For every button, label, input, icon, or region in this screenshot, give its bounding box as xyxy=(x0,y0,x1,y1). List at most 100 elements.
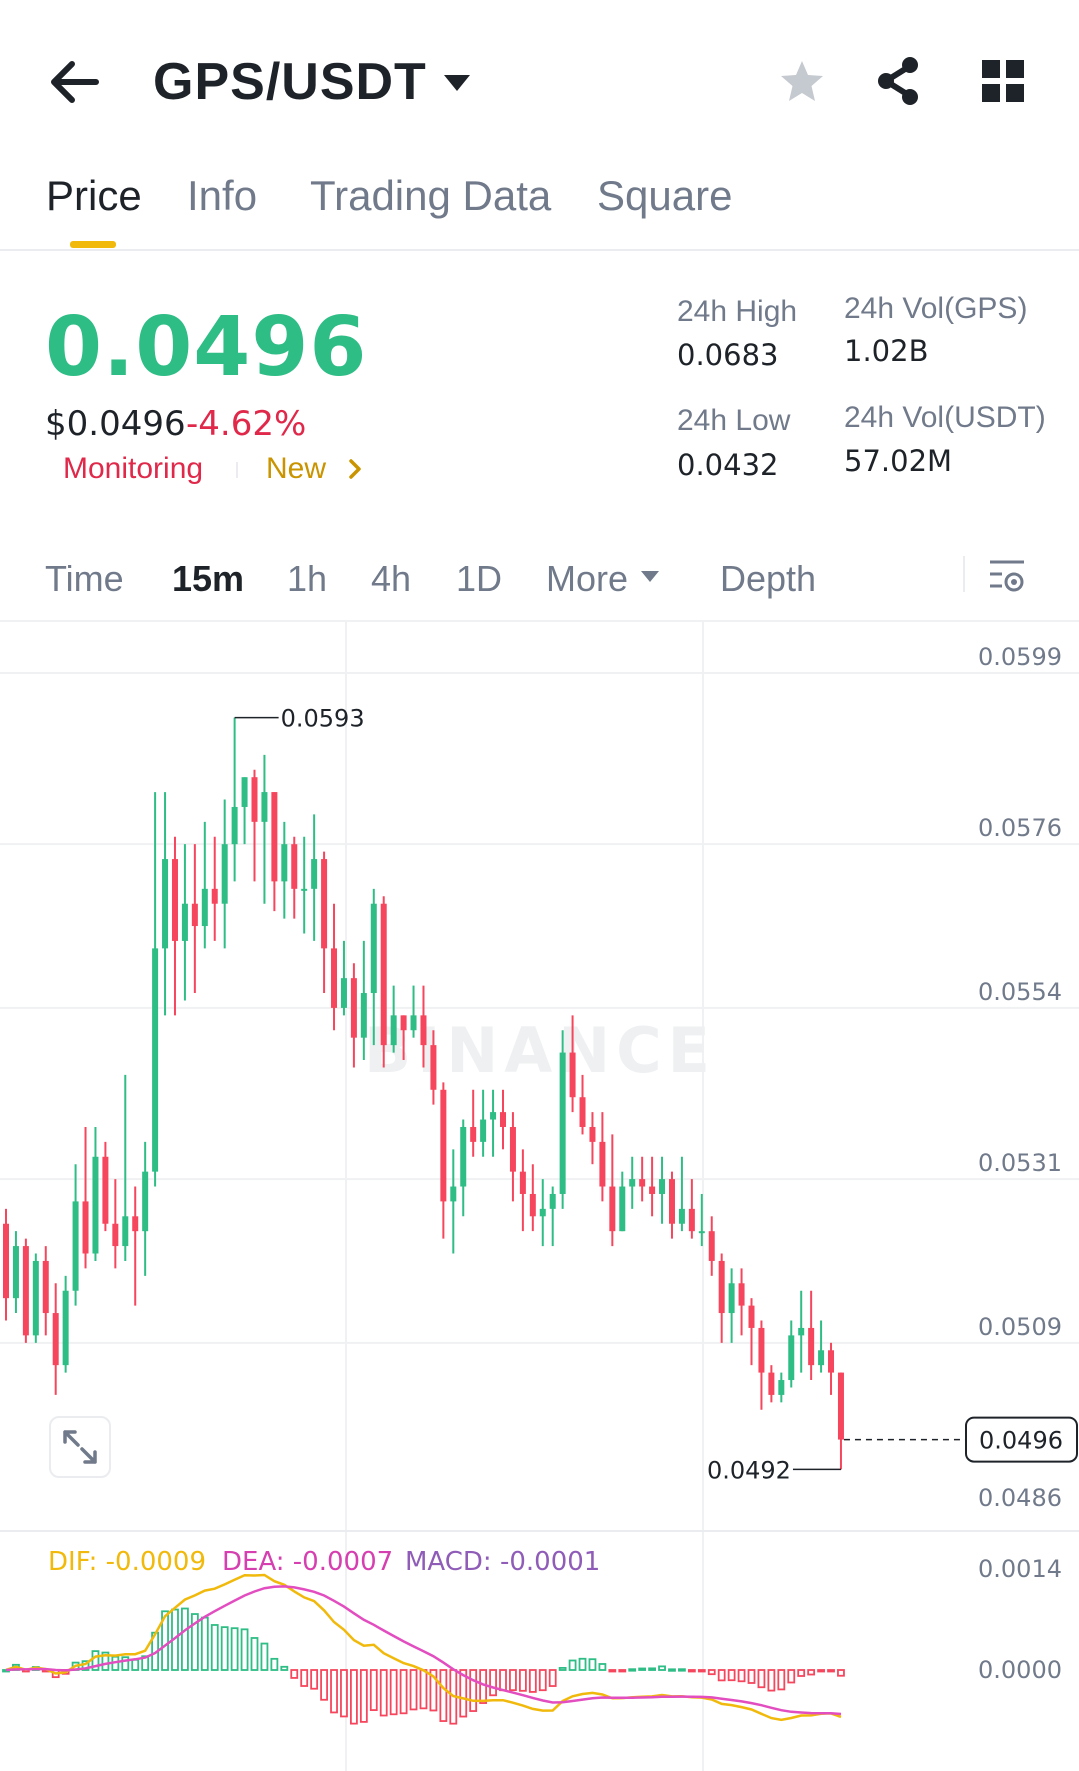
macd-histogram-bar xyxy=(807,1669,816,1676)
tab-price[interactable]: Price xyxy=(46,172,142,219)
candle xyxy=(251,769,258,882)
candle-body xyxy=(798,1327,805,1336)
candle xyxy=(509,1112,516,1202)
tab-square[interactable]: Square xyxy=(597,172,733,219)
interval-4h[interactable]: 4h xyxy=(371,558,412,599)
tab-trading-data[interactable]: Trading Data xyxy=(310,172,552,219)
candle-body xyxy=(400,1015,407,1031)
candle-body xyxy=(440,1089,447,1202)
price-axis-label: 0.0486 xyxy=(978,1484,1062,1512)
macd-histogram-bar xyxy=(578,1657,587,1671)
macd-histogram-bar xyxy=(439,1669,448,1722)
interval-more[interactable]: More xyxy=(546,558,629,599)
candle-body xyxy=(609,1186,616,1232)
candle-body xyxy=(152,948,159,1172)
macd-axis-label: 0.0000 xyxy=(978,1656,1062,1684)
macd-histogram-bar xyxy=(509,1669,517,1692)
macd-histogram-bar xyxy=(717,1669,726,1682)
macd-histogram-bar xyxy=(300,1669,309,1687)
candle xyxy=(480,1089,487,1157)
candle xyxy=(261,754,268,904)
candle-body xyxy=(92,1156,99,1254)
new-tag[interactable]: New xyxy=(266,452,327,485)
candle-body xyxy=(340,978,347,1008)
candle-body xyxy=(211,888,218,904)
high-value: 0.0683 xyxy=(677,338,779,372)
candle-body xyxy=(241,777,248,807)
interval-separator xyxy=(963,556,965,592)
star-icon[interactable] xyxy=(778,58,826,106)
interval-time[interactable]: Time xyxy=(45,558,124,599)
macd-histogram-bar xyxy=(797,1669,806,1677)
candle xyxy=(450,1149,457,1254)
macd-histogram-bar xyxy=(827,1669,835,1673)
candle xyxy=(112,1179,119,1269)
candle xyxy=(82,1126,89,1269)
interval-1d[interactable]: 1D xyxy=(456,558,503,599)
macd-histogram-bar xyxy=(330,1669,338,1714)
grid-icon[interactable] xyxy=(982,60,1024,102)
candle-body xyxy=(748,1305,755,1328)
candle-body xyxy=(132,1216,139,1232)
candle xyxy=(649,1156,656,1217)
macd-histogram-bar xyxy=(469,1669,478,1712)
candle-body xyxy=(72,1201,79,1291)
candle-body xyxy=(390,1015,397,1046)
candle-body xyxy=(370,903,377,994)
candle-body xyxy=(837,1372,844,1440)
macd-histogram-bar xyxy=(290,1669,299,1679)
candle-body xyxy=(430,1045,437,1090)
candle-body xyxy=(3,1223,9,1299)
candle xyxy=(659,1156,666,1224)
vol-quote-label: 24h Vol(USDT) xyxy=(844,401,1046,434)
candle xyxy=(102,1141,109,1232)
monitoring-tag[interactable]: Monitoring xyxy=(63,452,204,485)
candle xyxy=(32,1253,39,1343)
macd-histogram-bar xyxy=(668,1668,676,1672)
chart-settings-icon[interactable] xyxy=(988,556,1026,596)
back-arrow-icon[interactable] xyxy=(48,60,100,104)
macd-histogram-bar xyxy=(757,1669,766,1689)
candle-body xyxy=(718,1260,725,1314)
low-label: 24h Low xyxy=(677,404,791,437)
caret-down-icon[interactable] xyxy=(640,570,660,584)
macd-histogram-bar xyxy=(419,1669,428,1710)
min-price-label: 0.0492 xyxy=(707,1456,791,1484)
candle-body xyxy=(142,1171,149,1232)
candle-body xyxy=(470,1126,477,1142)
macd-histogram-bar xyxy=(817,1669,825,1673)
price-axis-label: 0.0509 xyxy=(978,1313,1062,1341)
macd-histogram-bar xyxy=(687,1669,696,1673)
candle-body xyxy=(808,1327,815,1366)
candle-body xyxy=(818,1350,825,1366)
expand-chart-button[interactable] xyxy=(49,1416,111,1478)
max-price-label: 0.0593 xyxy=(281,705,365,733)
candle xyxy=(430,1030,437,1105)
candle-body xyxy=(360,993,367,1038)
candle-body xyxy=(162,859,169,949)
tab-info[interactable]: Info xyxy=(187,172,258,219)
macd-histogram-bar xyxy=(767,1669,776,1692)
candle-body xyxy=(281,844,288,882)
candle-body xyxy=(331,948,338,1008)
macd-histogram-bar xyxy=(518,1669,527,1692)
macd-histogram-bar xyxy=(598,1663,607,1671)
macd-histogram-bar xyxy=(777,1669,786,1691)
caret-down-icon[interactable] xyxy=(442,72,472,94)
share-icon[interactable] xyxy=(874,56,922,106)
macd-histogram-bar xyxy=(558,1666,567,1671)
interval-15m[interactable]: 15m xyxy=(172,558,245,599)
interval-depth[interactable]: Depth xyxy=(720,558,817,599)
candle xyxy=(350,963,357,1068)
macd-axis-label: 0.0014 xyxy=(978,1555,1062,1583)
interval-1h[interactable]: 1h xyxy=(287,558,328,599)
macd-dea-label: DEA: -0.0007 xyxy=(222,1547,394,1577)
macd-histogram-bar xyxy=(190,1613,199,1671)
chevron-right-icon[interactable] xyxy=(348,458,362,480)
candle-body xyxy=(758,1327,765,1373)
pair-title[interactable]: GPS/USDT xyxy=(153,53,427,111)
price-axis-label: 0.0531 xyxy=(978,1149,1062,1177)
candlestick-chart[interactable]: BINANCE 0.0599 0.0576 0.0554 0.0531 0.0509 0.… xyxy=(0,622,1079,1771)
candle xyxy=(529,1164,536,1232)
candle xyxy=(340,940,347,1016)
